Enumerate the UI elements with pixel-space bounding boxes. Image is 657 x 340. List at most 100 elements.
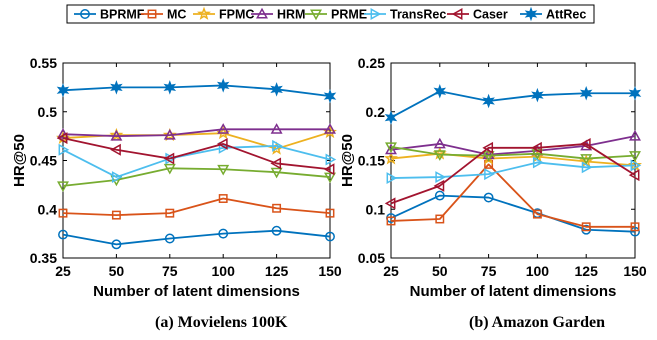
data-point [324,172,336,184]
data-point [56,83,70,98]
data-point [270,157,282,170]
data-point [272,139,283,152]
data-point [628,169,640,182]
series-attrec [384,84,642,125]
plot-area [62,62,331,259]
data-point [110,129,123,141]
data-point [629,129,641,141]
data-point [435,214,445,224]
data-point [270,167,283,179]
x-tick-label: 75 [162,263,178,279]
y-tick-label: 0.45 [30,153,57,169]
y-axis-label: HR@50 [11,134,28,187]
y-tick-label: 0.05 [358,250,385,266]
data-point [579,85,593,101]
chart-panel-2: 0.05 0.1 0.15 0.2 0.25 25 50 75 100 125 150 Number … [339,55,647,331]
data-point [580,154,593,165]
series-bprmf [386,190,640,237]
data-point [386,216,396,226]
chart-panel-1: 0.35 0.4 0.45 0.5 0.55 25 50 75 100 125 150 Number … [11,55,342,331]
x-tick-label: 75 [481,263,497,279]
data-point [111,239,122,250]
series-line [390,194,636,233]
series-bprmf [58,225,335,250]
data-point [433,84,447,99]
data-point [482,93,495,109]
data-point [270,82,283,97]
legend-label: FPMC [219,8,254,22]
x-tick-label: 25 [383,263,399,279]
data-point [386,172,398,185]
legend-item-fpmc: FPMC [193,6,254,22]
y-axis-label: HR@50 [339,134,356,187]
data-point [384,110,398,125]
x-tick-label: 150 [318,263,342,279]
data-point [58,143,70,156]
legend: BPRMF MC FPMC HRM PRME TransRec Caser AttRec [66,4,595,24]
data-point [323,163,335,176]
x-tick-label: 100 [526,263,550,279]
data-point [325,208,335,218]
data-point [482,141,494,154]
data-point [433,150,446,161]
data-point [384,197,396,210]
data-point [111,210,121,220]
data-point [272,203,282,213]
legend-marker [370,8,382,20]
x-tick-label: 100 [212,263,236,279]
x-tick-label: 150 [623,263,647,279]
data-point [58,208,68,218]
data-point [581,222,591,232]
y-tick-label: 0.1 [366,201,386,217]
x-tick-label: 50 [432,263,448,279]
data-point [270,123,283,134]
legend-marker [80,9,90,19]
legend-marker [256,7,268,19]
data-point [629,151,641,162]
data-point [630,222,640,232]
data-point [325,231,335,242]
data-point [163,128,176,140]
data-point [325,153,337,166]
data-point [532,209,542,219]
data-point [581,161,593,174]
series-line [62,128,330,138]
legend-item-prme: PRME [305,8,367,22]
series-fpmc [56,124,337,155]
series-line [62,84,331,98]
data-point [163,80,177,95]
data-point [217,123,230,134]
legend-marker [451,8,463,20]
legend-marker [524,6,538,22]
x-axis-label: Number of latent dimensions [93,283,300,300]
x-tick-label: 50 [109,263,125,279]
data-point [110,80,123,95]
data-point [433,137,446,149]
data-point [531,141,542,154]
data-point [218,194,228,203]
x-tick-label: 25 [55,263,71,279]
series-transrec [386,156,642,185]
panel-caption: (a) Movielens 100K [155,314,288,331]
legend-label: AttRec [546,8,586,22]
y-tick-label: 0.25 [358,55,385,71]
data-point [434,190,445,201]
x-axis-label: Number of latent dimensions [410,283,617,300]
series-line [390,163,635,228]
series-line [390,135,636,156]
y-tick-label: 0.4 [38,201,58,217]
data-point [163,152,175,165]
legend-label: Caser [473,8,508,22]
series-mc [386,159,640,232]
legend-item-hrm: HRM [251,8,305,22]
legend-marker [310,9,322,21]
series-line [390,161,636,179]
series-line [390,145,636,160]
y-tick-label: 0.15 [358,153,385,169]
data-point [56,132,68,145]
data-point [385,142,397,154]
series-attrec [56,78,337,104]
plot-area [390,62,636,259]
data-point [216,137,228,150]
